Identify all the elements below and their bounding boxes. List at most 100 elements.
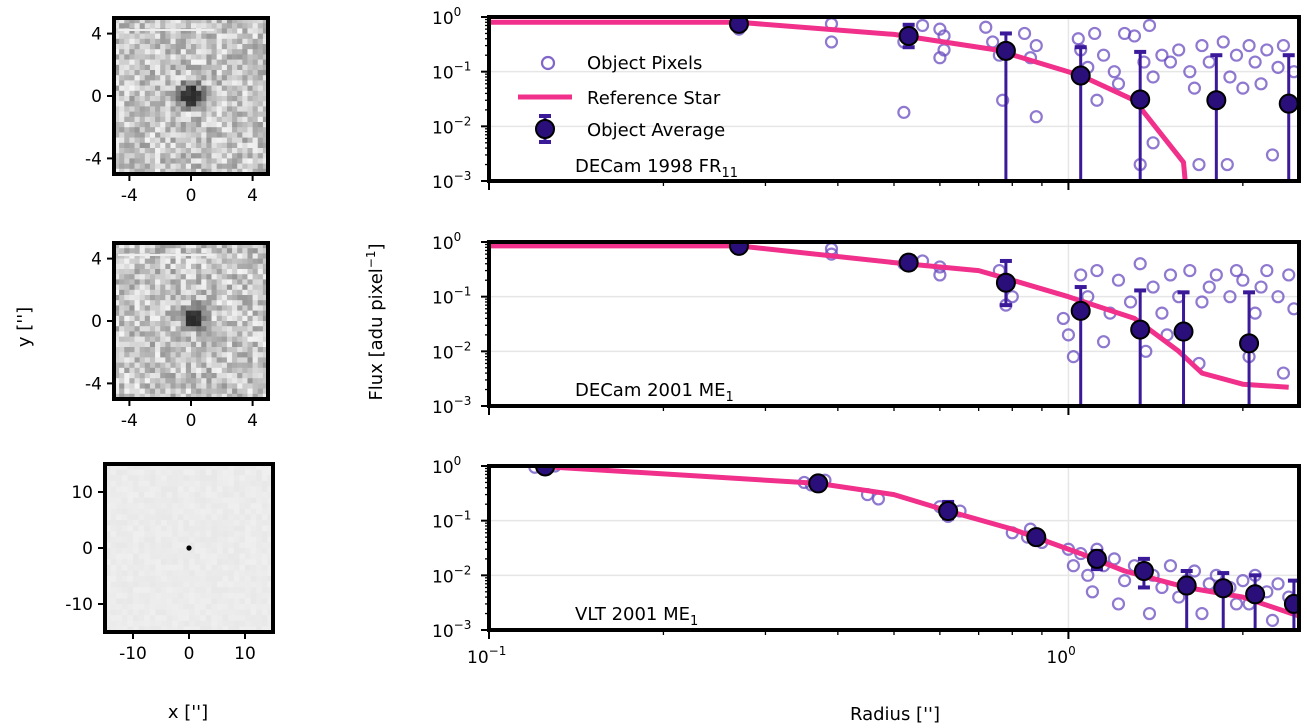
image-pixel	[177, 531, 184, 538]
image-pixel	[222, 508, 229, 515]
image-pixel	[211, 70, 217, 76]
image-pixel	[206, 243, 212, 249]
image-pixel	[110, 503, 117, 510]
image-pixel	[133, 548, 139, 554]
image-pixel	[129, 263, 135, 270]
image-pixel	[257, 64, 264, 71]
image-pixel	[191, 289, 197, 296]
image-pixel	[191, 373, 197, 379]
image-pixel	[134, 44, 140, 50]
image-pixel	[242, 33, 248, 40]
image-pixel	[170, 122, 176, 128]
image-pixel	[144, 542, 151, 549]
image-pixel	[252, 142, 259, 149]
profile-y-tick-label: 100	[432, 5, 461, 29]
image-pixel	[121, 620, 128, 627]
image-pixel	[239, 581, 246, 588]
image-pixel	[121, 536, 128, 543]
image-pixel	[175, 33, 182, 40]
image-pixel	[196, 315, 202, 322]
image-pixel	[242, 111, 248, 118]
image-pixel	[172, 576, 179, 582]
image-pixel	[226, 106, 233, 112]
image-pixel	[189, 542, 195, 549]
object-pixel-point	[1117, 574, 1132, 588]
image-pixel	[155, 70, 161, 76]
image-pixel	[261, 497, 268, 504]
image-pixel	[119, 153, 125, 159]
image-pixel	[160, 90, 166, 97]
image-pixel	[222, 592, 229, 599]
image-pixel	[206, 331, 212, 337]
image-pixel	[161, 604, 167, 610]
image-pixel	[196, 90, 202, 97]
image-pixel	[114, 341, 120, 348]
image-pixel	[124, 367, 130, 374]
image-pixel	[206, 315, 212, 322]
profile-y-tick-label: 100	[432, 230, 461, 254]
image-pixel	[201, 378, 207, 384]
image-pixel	[180, 153, 187, 159]
image-pixel	[250, 531, 257, 538]
image-pixel	[216, 357, 223, 363]
image-pixel	[165, 383, 171, 389]
image-pixel	[211, 295, 217, 301]
image-pixel	[232, 295, 238, 301]
image-pixel	[127, 564, 134, 571]
image-pixel	[247, 64, 253, 71]
image-pixel	[191, 49, 197, 55]
image-pixel	[110, 609, 117, 616]
image-pixel	[170, 248, 176, 254]
image-pixel	[114, 289, 120, 296]
image-pixel	[114, 336, 120, 343]
image-pixel	[139, 367, 146, 374]
image-pixel	[116, 480, 123, 487]
image-pixel	[228, 559, 235, 566]
image-pixel	[242, 75, 248, 81]
image-pixel	[267, 564, 274, 571]
image-pixel	[110, 598, 117, 605]
image-pixel	[116, 525, 123, 532]
image-pixel	[252, 310, 259, 317]
image-pixel	[211, 158, 217, 164]
image-pixel	[119, 279, 125, 285]
image-pixel	[205, 475, 212, 482]
image-pixel	[185, 362, 192, 369]
image-pixel	[216, 168, 223, 175]
image-pixel	[129, 253, 135, 259]
object-pixel-point	[1172, 43, 1186, 57]
image-pixel	[250, 520, 257, 526]
image-pixel	[110, 570, 117, 577]
image-pixel	[206, 23, 212, 29]
image-pixel	[160, 289, 166, 296]
image-pixel	[191, 59, 197, 66]
image-panel-1: -4 0 440-4	[85, 16, 270, 206]
image-pixel	[194, 486, 201, 493]
image-pixel	[185, 54, 192, 60]
image-pixel	[211, 96, 217, 102]
image-pixel	[160, 336, 166, 343]
image-pixel	[242, 315, 248, 322]
image-pixel	[252, 326, 259, 332]
image-pixel	[105, 548, 111, 554]
image-pixel	[233, 626, 240, 633]
image-pixel	[134, 85, 140, 92]
image-pixel	[205, 553, 212, 560]
image-pixel	[121, 514, 128, 521]
image-pixel	[242, 378, 248, 384]
image-pixel	[116, 548, 123, 554]
image-pixel	[149, 44, 156, 50]
image-pixel	[232, 341, 238, 348]
image-pixel	[183, 514, 190, 521]
object-pixel-point	[1081, 568, 1095, 582]
image-pixel	[217, 564, 223, 571]
image-pixel	[183, 536, 190, 543]
image-pixel	[160, 85, 166, 92]
image-pixel	[245, 525, 251, 532]
image-pixel	[180, 28, 187, 34]
image-pixel	[257, 96, 264, 102]
image-pixel	[185, 163, 192, 170]
image-pixel	[175, 18, 182, 24]
image-pixel	[239, 486, 246, 493]
image-pixel	[191, 388, 197, 395]
